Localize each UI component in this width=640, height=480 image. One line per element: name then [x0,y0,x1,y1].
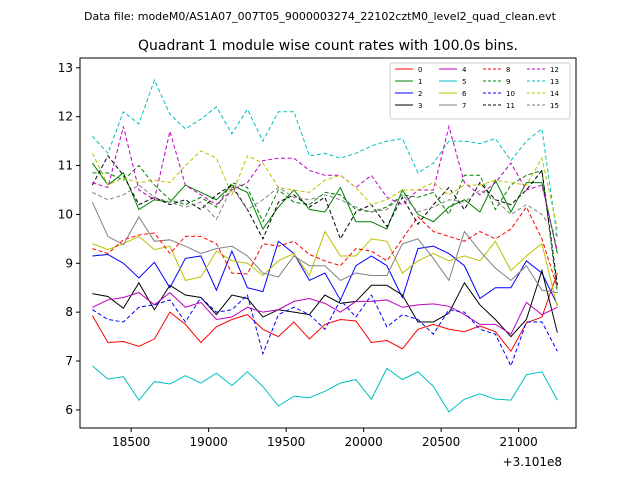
series-line-7 [91,201,558,294]
legend-label-13: 13 [550,78,559,86]
legend-label-2: 2 [418,90,422,98]
y-tick-label: 8 [65,305,73,319]
series-line-11 [91,154,558,286]
x-tick-label: 18500 [112,435,150,449]
legend-label-4: 4 [462,66,467,74]
x-tick-label: 20500 [422,435,460,449]
series-line-13 [92,78,558,239]
x-tick-label: 21000 [500,435,538,449]
y-tick-label: 10 [58,207,73,221]
legend-label-9: 9 [506,78,510,86]
series-line-15 [92,184,558,237]
y-tick-label: 7 [65,354,73,368]
y-tick-label: 12 [58,110,73,124]
series-line-9 [92,164,558,293]
legend-label-12: 12 [550,66,559,74]
y-axis: 6 7 8 9 10 11 12 13 [58,61,80,417]
legend-label-15: 15 [550,102,559,110]
legend-label-10: 10 [506,90,515,98]
legend-label-8: 8 [506,66,510,74]
plot-frame [79,57,577,429]
legend-label-6: 6 [462,90,467,98]
y-tick-label: 6 [65,403,73,417]
legend-label-7: 7 [462,102,466,110]
legend-frame [389,62,571,120]
series-lines [91,78,558,413]
series-line-5 [92,365,558,413]
series-line-6 [92,230,558,308]
y-tick-label: 9 [65,256,73,270]
plot-area: 18500 19000 19500 20000 20500 21000 678910111… [58,57,577,469]
series-line-4 [92,291,558,335]
y-tick-label: 11 [58,159,73,173]
series-line-0 [91,272,558,353]
series-line-8 [92,206,558,288]
plot-background [80,58,576,428]
legend-label-14: 14 [550,90,559,98]
y-tick-label: 13 [58,61,73,75]
chart-title: Quadrant 1 module wise count rates with … [138,38,518,54]
legend-label-3: 3 [418,102,422,110]
x-tick-label: 20000 [345,435,383,449]
series-line-2 [92,240,558,306]
legend-label-1: 1 [418,78,422,86]
x-tick-label: 19500 [267,435,305,449]
series-line-3 [92,268,558,338]
x-tick-label: 19000 [190,435,228,449]
legend-label-0: 0 [418,66,422,74]
x-offset-label: +3.101e8 [503,455,562,469]
file-suptitle: Data file: modeM0/AS1A07_007T05_90000032… [84,10,557,23]
x-axis: 18500 19000 19500 20000 20500 21000 [112,428,538,449]
series-line-14 [91,150,558,230]
series-line-10 [92,294,558,368]
legend-label-5: 5 [462,78,466,86]
legend-label-11: 11 [506,102,515,110]
series-line-12 [92,124,558,252]
